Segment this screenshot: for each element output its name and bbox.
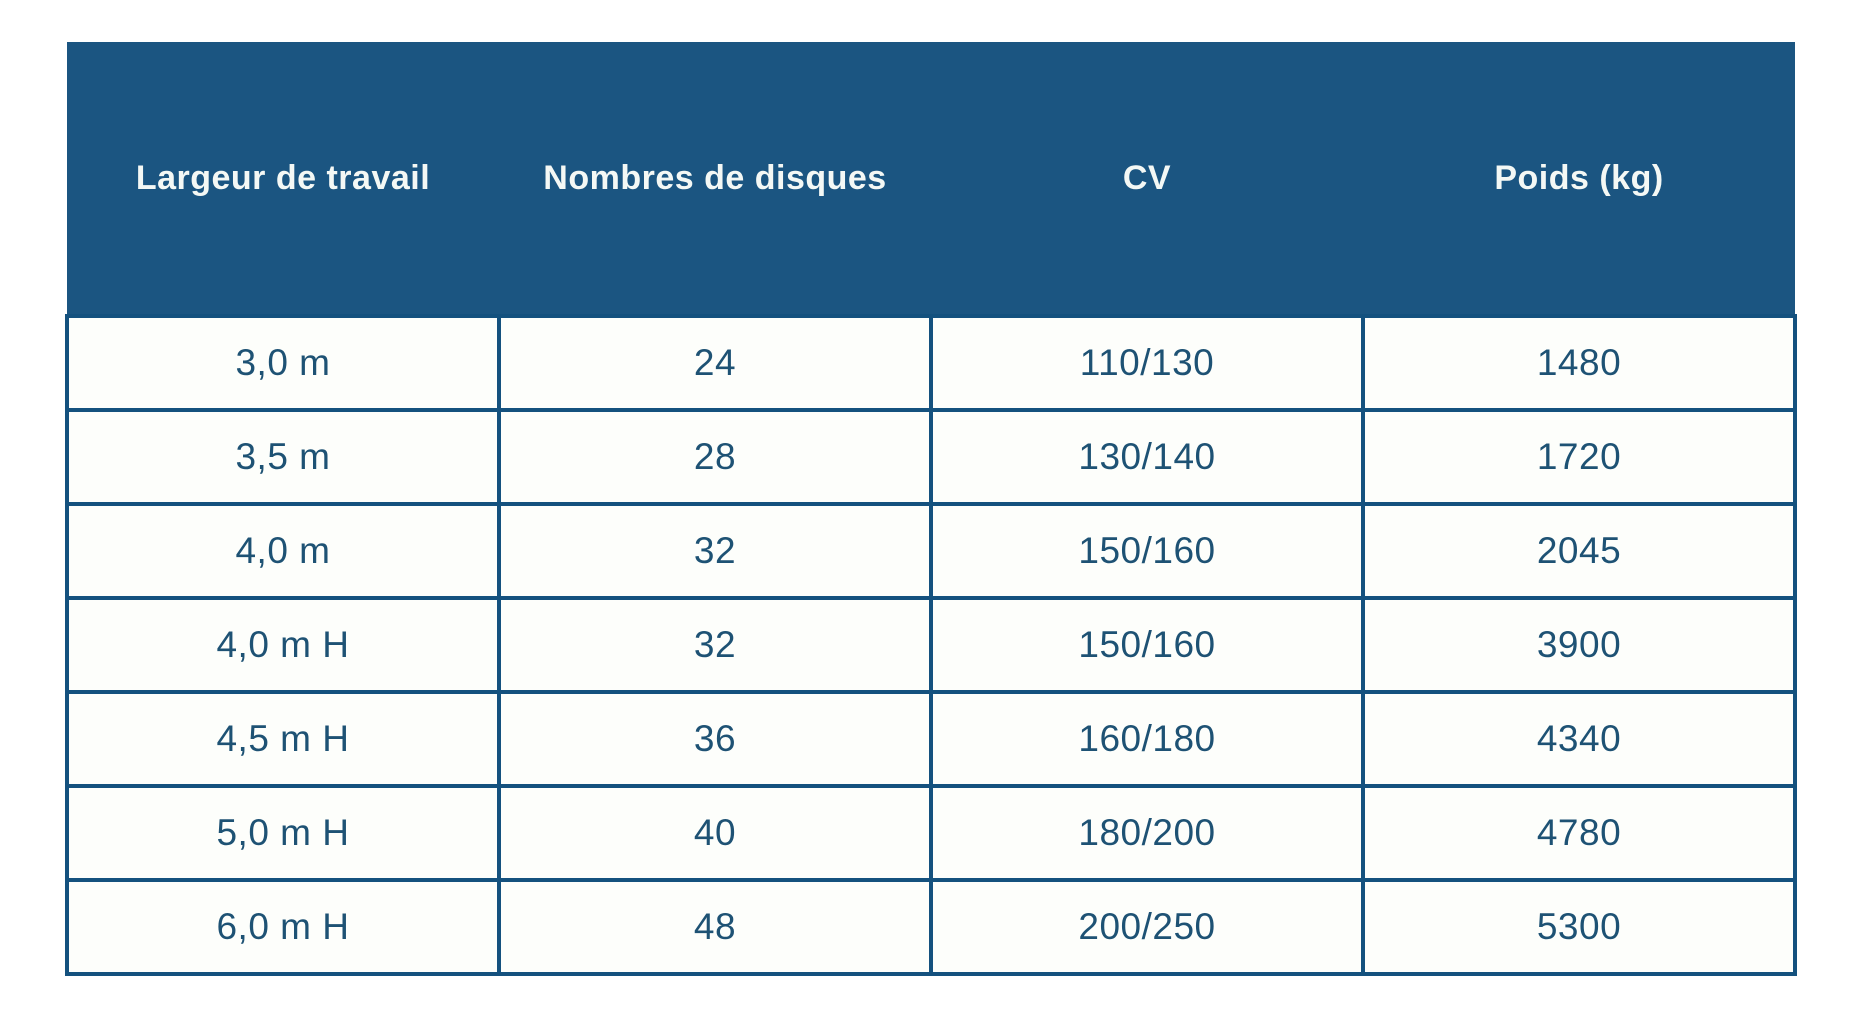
cell-disques: 36	[497, 690, 933, 788]
cell-poids: 4340	[1361, 690, 1797, 788]
cell-poids: 5300	[1361, 878, 1797, 976]
cell-poids: 1720	[1361, 408, 1797, 506]
table-body: 3,0 m 24 110/130 1480 3,5 m 28 130/140 1…	[65, 314, 1797, 976]
table-row: 3,0 m 24 110/130 1480	[65, 314, 1797, 412]
cell-largeur: 3,0 m	[65, 314, 501, 412]
table-row: 6,0 m H 48 200/250 5300	[65, 878, 1797, 976]
cell-largeur: 4,0 m	[65, 502, 501, 600]
cell-cv: 130/140	[929, 408, 1365, 506]
table-row: 3,5 m 28 130/140 1720	[65, 408, 1797, 506]
cell-disques: 28	[497, 408, 933, 506]
cell-cv: 150/160	[929, 502, 1365, 600]
cell-largeur: 3,5 m	[65, 408, 501, 506]
cell-disques: 48	[497, 878, 933, 976]
cell-poids: 2045	[1361, 502, 1797, 600]
table-header: Largeur de travail Nombres de disques CV…	[67, 42, 1795, 316]
cell-disques: 24	[497, 314, 933, 412]
cell-poids: 4780	[1361, 784, 1797, 882]
table-row: 4,0 m 32 150/160 2045	[65, 502, 1797, 600]
specifications-table: Largeur de travail Nombres de disques CV…	[65, 42, 1797, 976]
table-row: 4,0 m H 32 150/160 3900	[65, 596, 1797, 694]
column-header-cv: CV	[931, 42, 1363, 316]
cell-cv: 180/200	[929, 784, 1365, 882]
cell-disques: 40	[497, 784, 933, 882]
cell-largeur: 5,0 m H	[65, 784, 501, 882]
cell-disques: 32	[497, 502, 933, 600]
cell-cv: 110/130	[929, 314, 1365, 412]
table-row: 5,0 m H 40 180/200 4780	[65, 784, 1797, 882]
cell-cv: 200/250	[929, 878, 1365, 976]
column-header-nombres-de-disques: Nombres de disques	[499, 42, 931, 316]
header-row: Largeur de travail Nombres de disques CV…	[67, 42, 1795, 316]
cell-cv: 150/160	[929, 596, 1365, 694]
column-header-poids-kg: Poids (kg)	[1363, 42, 1795, 316]
cell-disques: 32	[497, 596, 933, 694]
cell-poids: 3900	[1361, 596, 1797, 694]
cell-largeur: 4,0 m H	[65, 596, 501, 694]
cell-largeur: 6,0 m H	[65, 878, 501, 976]
table-row: 4,5 m H 36 160/180 4340	[65, 690, 1797, 788]
cell-poids: 1480	[1361, 314, 1797, 412]
cell-cv: 160/180	[929, 690, 1365, 788]
cell-largeur: 4,5 m H	[65, 690, 501, 788]
column-header-largeur-de-travail: Largeur de travail	[67, 42, 499, 316]
